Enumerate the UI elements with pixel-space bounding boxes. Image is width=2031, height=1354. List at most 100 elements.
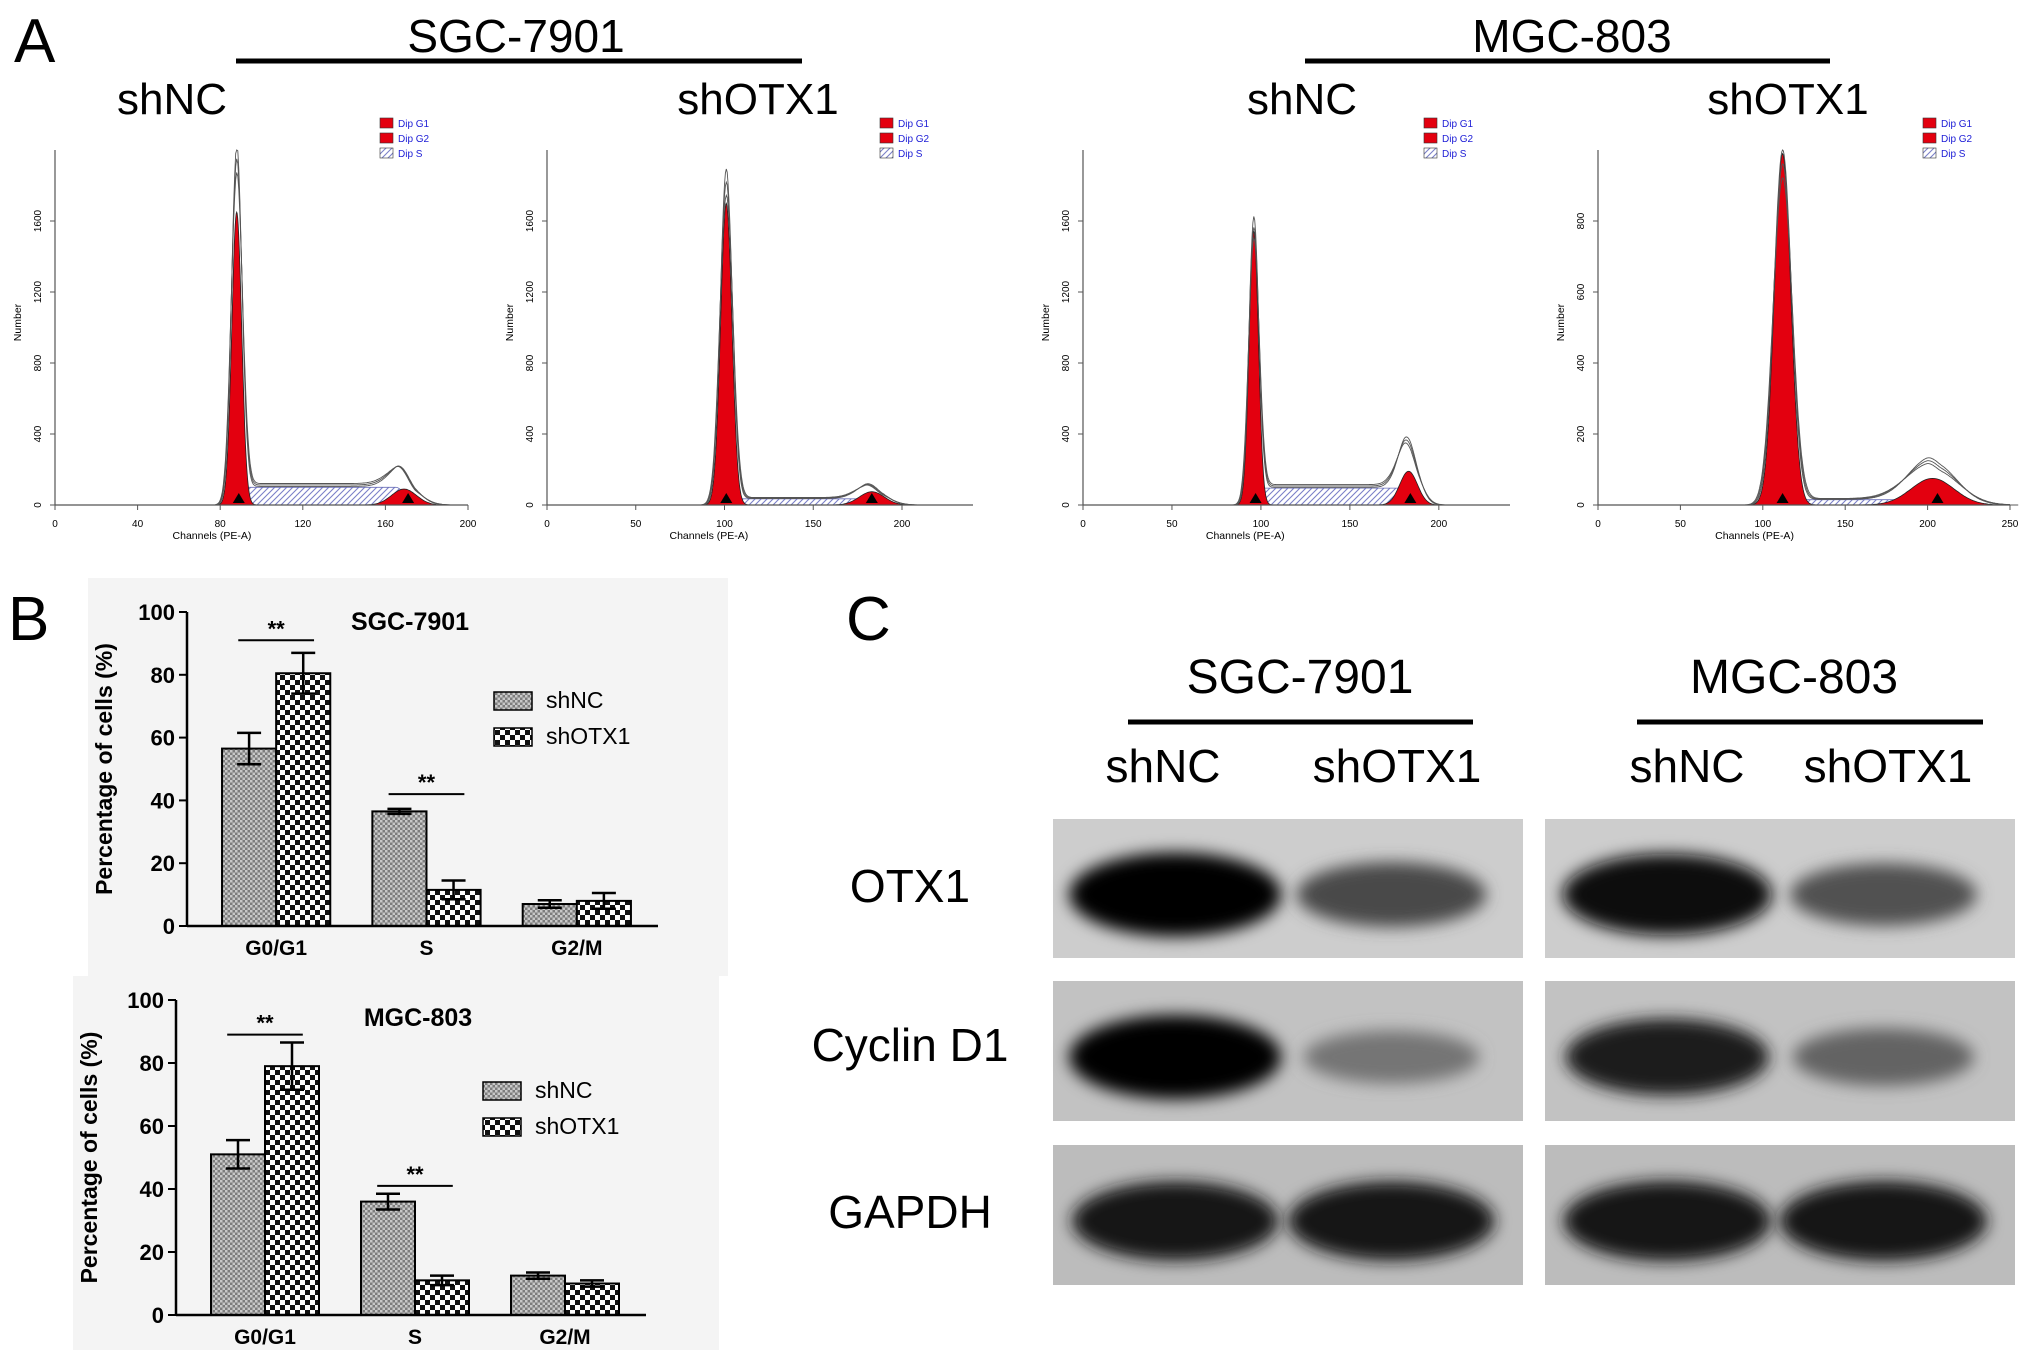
y-tick-label: 1600	[33, 209, 44, 232]
legend-swatch	[1423, 132, 1438, 144]
y-tick-label: 20	[151, 851, 175, 876]
legend-label: Dip S	[398, 149, 423, 160]
raw-data-trace	[547, 168, 973, 506]
y-tick-label: 1200	[33, 280, 44, 303]
legend-label: Dip S	[1442, 149, 1467, 160]
legend-label: shOTX1	[546, 723, 630, 749]
significance-label: **	[256, 1011, 274, 1036]
blot-membrane	[1545, 981, 2015, 1121]
protein-band	[1069, 1015, 1282, 1099]
blot-cell-line: MGC-803	[1690, 651, 1898, 704]
dip-g2-peak	[1373, 470, 1445, 506]
bar	[564, 1282, 620, 1316]
x-tick-label: 150	[1837, 519, 1854, 530]
panel-label-a: A	[14, 7, 56, 76]
histogram-subtitle: shNC	[1247, 75, 1357, 124]
blot-membrane	[1053, 819, 1523, 958]
protein-band	[1296, 862, 1487, 927]
y-tick-label: 1600	[1061, 209, 1072, 232]
x-tick-label: 150	[805, 519, 822, 530]
y-axis-label: Percentage of cells (%)	[91, 643, 117, 895]
x-tick-label: 100	[716, 519, 733, 530]
bar	[275, 672, 332, 927]
legend-swatch	[1423, 117, 1438, 129]
x-tick-label: G2/M	[539, 1326, 590, 1349]
protein-band	[1562, 853, 1772, 936]
blot-group-2: MGC-803 shNC shOTX1	[1629, 651, 1983, 792]
x-tick-label: 50	[630, 519, 642, 530]
y-tick-label: 1200	[525, 280, 536, 303]
x-tick-label: 0	[1595, 519, 1601, 530]
significance-label: **	[268, 616, 286, 641]
blot-row-label: OTX1	[850, 860, 970, 912]
y-axis-label: Percentage of cells (%)	[76, 1032, 102, 1284]
raw-data-trace	[547, 193, 973, 506]
y-tick-label: 800	[1061, 354, 1072, 371]
x-tick-label: G0/G1	[245, 937, 307, 960]
peak-marker	[720, 493, 733, 503]
peak-marker	[1404, 493, 1417, 503]
histogram-4: shOTX1 Dip G1 Dip G2 Dip S 0 50 100 150 200 250 0 2…	[1555, 75, 2019, 542]
histogram-legend: Dip G1 Dip G2 Dip S	[879, 117, 930, 160]
dip-s-area	[1246, 487, 1420, 506]
protein-band	[1565, 1018, 1769, 1096]
legend-label: shNC	[535, 1077, 593, 1103]
protein-band	[1069, 852, 1282, 937]
y-tick-label: 0	[1576, 502, 1587, 508]
raw-data-trace	[55, 149, 468, 506]
legend-label: Dip G2	[398, 134, 430, 145]
x-tick-label: 50	[1675, 519, 1687, 530]
significance-label: **	[418, 770, 436, 795]
dip-s-area	[228, 486, 417, 506]
bar	[510, 1274, 566, 1316]
x-tick-label: 100	[1253, 519, 1270, 530]
x-tick-label: 200	[1919, 519, 1936, 530]
chart-title: MGC-803	[364, 1004, 472, 1032]
bar	[360, 1200, 416, 1316]
legend-swatch	[879, 117, 894, 129]
bar	[371, 810, 428, 928]
bar	[264, 1065, 320, 1317]
chart-title: SGC-7901	[351, 608, 469, 636]
x-tick-label: S	[408, 1326, 422, 1349]
panel-a-group-header-mgc: MGC-803	[1305, 10, 1830, 64]
y-tick-label: 400	[1576, 354, 1587, 371]
x-axis-label: Channels (PE-A)	[669, 530, 748, 542]
blot-row-label: Cyclin D1	[812, 1019, 1009, 1071]
blot-row-label: GAPDH	[828, 1186, 992, 1238]
y-tick-label: 400	[525, 425, 536, 442]
raw-data-trace	[1598, 162, 2010, 506]
raw-data-trace	[1598, 149, 2010, 506]
x-tick-label: 0	[544, 519, 550, 530]
peak-marker	[1249, 493, 1262, 503]
histogram-subtitle: shOTX1	[677, 75, 838, 124]
y-tick-label: 400	[1061, 425, 1072, 442]
y-tick-label: 60	[151, 726, 175, 751]
x-tick-label: 80	[215, 519, 227, 530]
x-tick-label: 200	[1430, 519, 1447, 530]
legend-swatch	[379, 132, 394, 144]
y-axis-label: Number	[504, 303, 516, 341]
legend-label: Dip G2	[1442, 134, 1474, 145]
y-tick-label: 100	[127, 988, 164, 1013]
panel-a-group-header-sgc: SGC-7901	[236, 10, 802, 64]
blot-lane-label: shNC	[1105, 740, 1220, 792]
y-axis-label: Number	[1040, 303, 1052, 341]
y-tick-label: 0	[1061, 502, 1072, 508]
y-tick-label: 800	[33, 354, 44, 371]
peak-marker	[865, 493, 878, 503]
y-tick-label: 1600	[525, 209, 536, 232]
x-tick-label: G2/M	[551, 937, 602, 960]
y-tick-label: 100	[138, 600, 175, 625]
legend-label: Dip S	[1941, 149, 1966, 160]
protein-band	[1303, 1030, 1480, 1084]
significance-label: **	[406, 1162, 424, 1187]
raw-data-trace	[1083, 236, 1510, 506]
x-axis-label: Channels (PE-A)	[1206, 530, 1285, 542]
protein-band	[1792, 1028, 1974, 1086]
protein-band	[1779, 1180, 1988, 1262]
y-tick-label: 80	[151, 663, 175, 688]
bar-chart-2: MGC-803 ** ** 0 20 40 60 80 100 G0/G1 S G2/M Percent…	[73, 976, 719, 1350]
raw-data-trace	[547, 180, 973, 506]
